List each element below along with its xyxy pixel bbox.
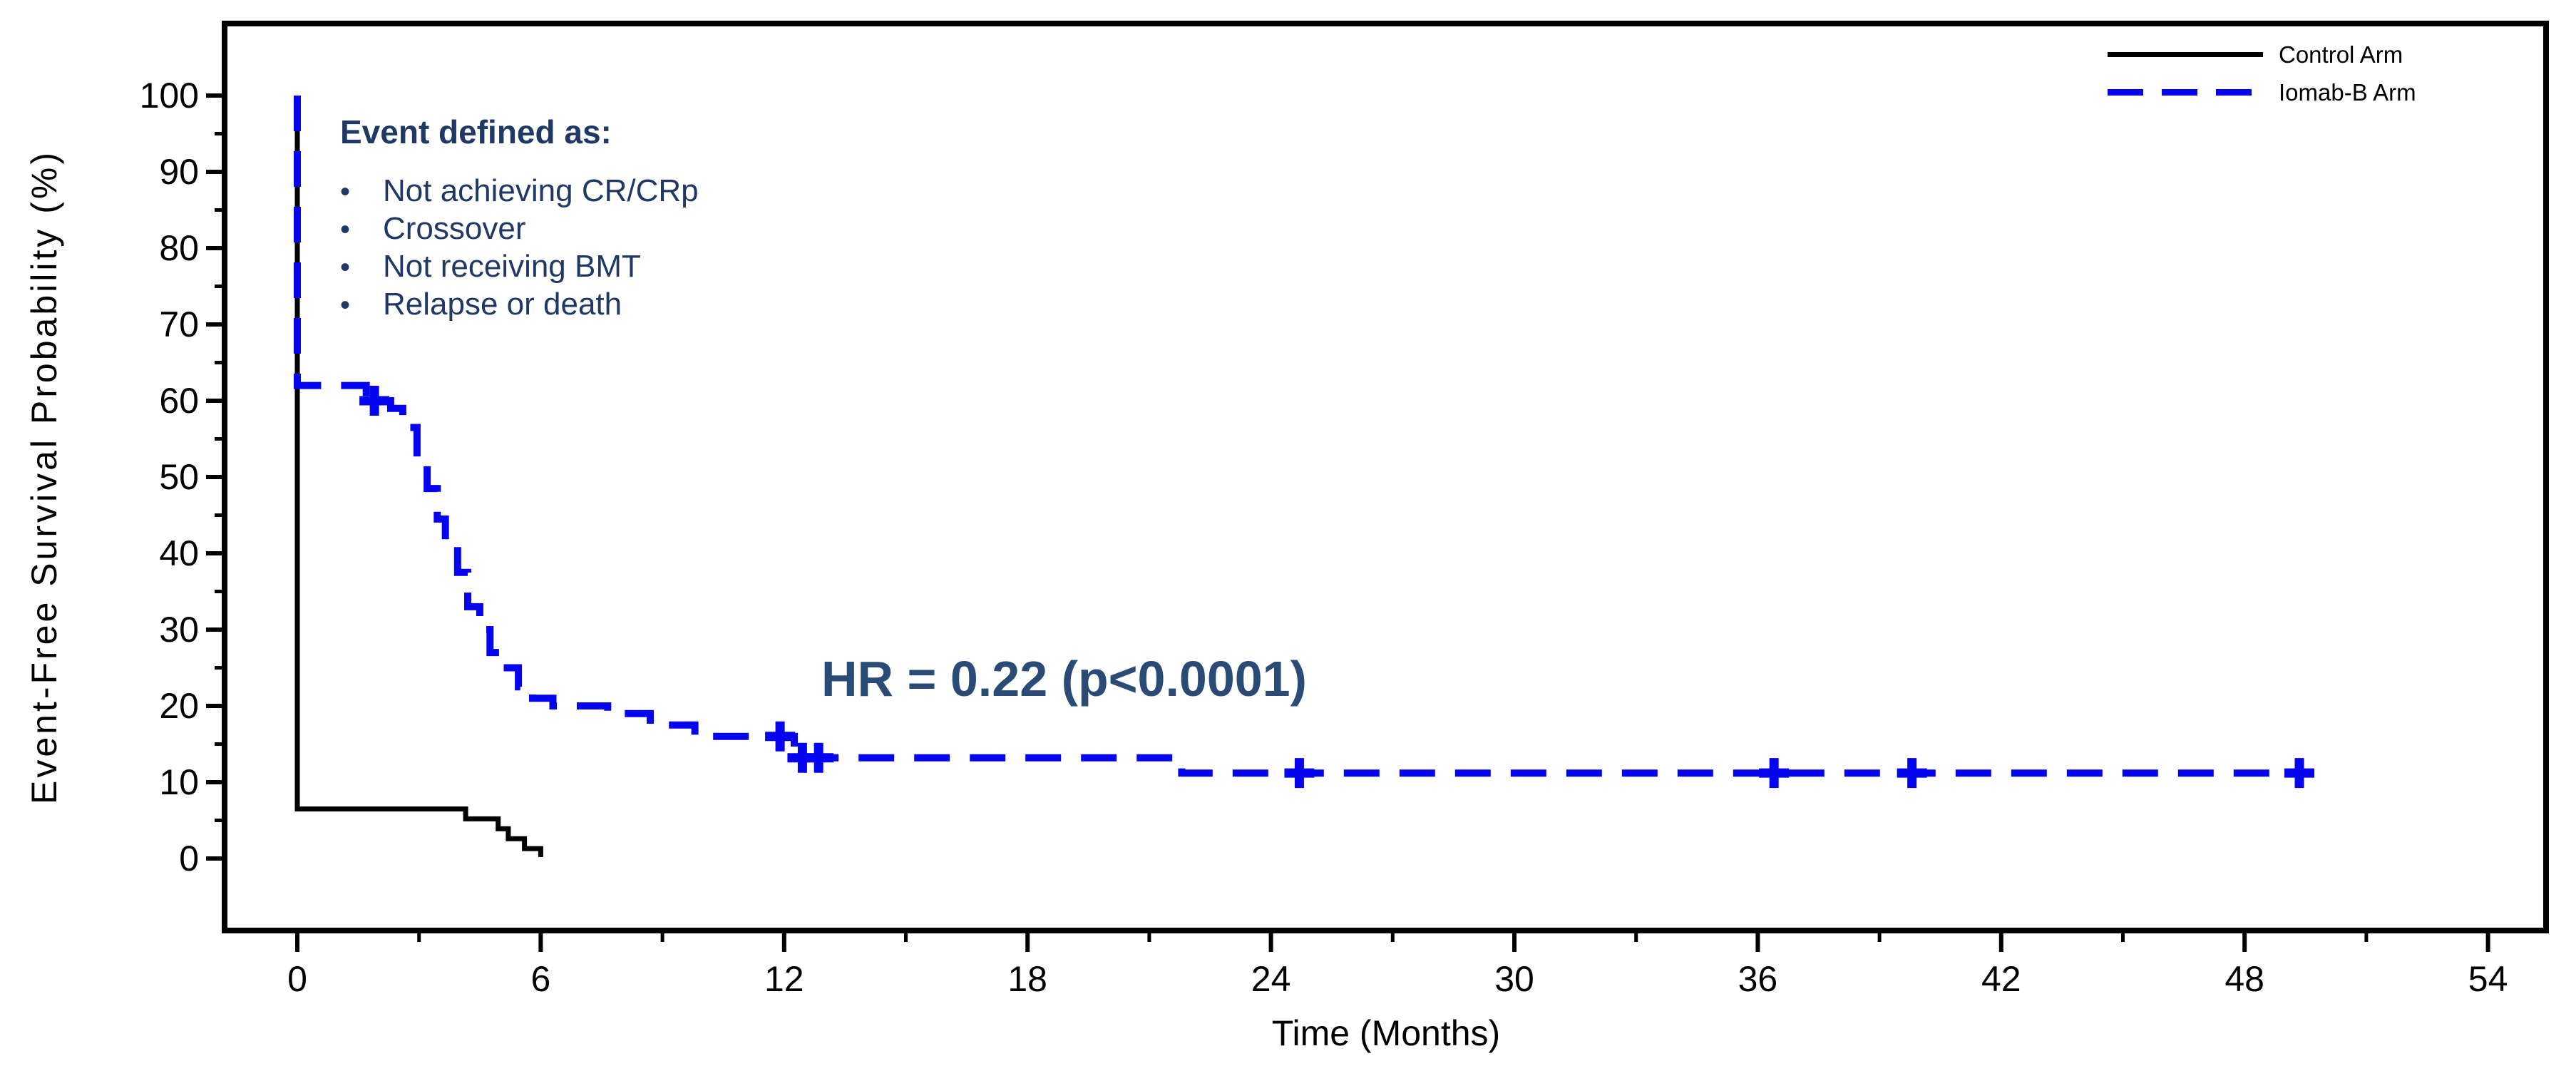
survival-curve-control-arm bbox=[294, 96, 543, 857]
y-tick-label: 0 bbox=[179, 839, 199, 878]
list-item: • Relapse or death bbox=[340, 286, 699, 324]
event-definition-list: • Not achieving CR/CRp • Crossover • Not… bbox=[340, 173, 699, 324]
legend-item-control: Control Arm bbox=[2108, 36, 2416, 73]
y-axis-title: Event-Free Survival Probability (%) bbox=[24, 149, 64, 805]
list-item-label: Relapse or death bbox=[383, 287, 622, 322]
legend-label: Control Arm bbox=[2279, 41, 2403, 68]
x-axis-title: Time (Months) bbox=[1271, 1013, 1501, 1053]
censor-plus-icon bbox=[1759, 758, 1790, 789]
event-definition-note: Event defined as: • Not achieving CR/CRp… bbox=[340, 113, 699, 324]
x-tick-label: 36 bbox=[1738, 959, 1778, 999]
y-tick-label: 40 bbox=[159, 533, 199, 573]
y-tick-label: 50 bbox=[159, 457, 199, 497]
censor-plus-icon bbox=[765, 721, 796, 752]
y-tick-label: 80 bbox=[159, 228, 199, 268]
y-tick-label: 60 bbox=[159, 381, 199, 421]
y-tick-label: 10 bbox=[159, 762, 199, 802]
legend: Control Arm Iomab-B Arm bbox=[2108, 36, 2416, 111]
list-item-label: Crossover bbox=[383, 211, 526, 246]
y-tick-label: 70 bbox=[159, 304, 199, 344]
bullet-icon: • bbox=[340, 252, 351, 283]
censor-plus-icon bbox=[359, 386, 390, 416]
x-tick-label: 48 bbox=[2225, 959, 2264, 999]
list-item: • Crossover bbox=[340, 210, 699, 248]
censor-plus-icon bbox=[804, 742, 834, 773]
x-tick-label: 18 bbox=[1007, 959, 1047, 999]
bullet-icon: • bbox=[340, 289, 351, 321]
legend-label: Iomab-B Arm bbox=[2279, 78, 2416, 106]
bullet-icon: • bbox=[340, 176, 351, 207]
legend-line-dashed-icon bbox=[2108, 89, 2263, 96]
censor-plus-icon bbox=[1897, 758, 1927, 789]
hazard-ratio-annotation: HR = 0.22 (p<0.0001) bbox=[821, 651, 1307, 707]
x-tick-label: 30 bbox=[1494, 959, 1534, 999]
y-tick-label: 100 bbox=[140, 76, 199, 116]
censor-plus-icon bbox=[2284, 758, 2315, 789]
censor-plus-icon bbox=[1284, 758, 1315, 789]
bullet-icon: • bbox=[340, 214, 351, 245]
x-tick-label: 24 bbox=[1251, 959, 1291, 999]
list-item-label: Not receiving BMT bbox=[383, 249, 641, 284]
legend-item-iomab: Iomab-B Arm bbox=[2108, 73, 2416, 111]
x-tick-label: 0 bbox=[287, 959, 307, 999]
y-tick-label: 20 bbox=[159, 686, 199, 726]
y-tick-label: 30 bbox=[159, 610, 199, 650]
list-item: • Not achieving CR/CRp bbox=[340, 173, 699, 210]
y-tick-label: 90 bbox=[159, 152, 199, 192]
list-item-label: Not achieving CR/CRp bbox=[383, 173, 699, 208]
legend-line-solid-icon bbox=[2108, 52, 2263, 57]
x-tick-label: 42 bbox=[1981, 959, 2021, 999]
list-item: • Not receiving BMT bbox=[340, 248, 699, 286]
x-tick-label: 54 bbox=[2468, 959, 2508, 999]
event-definition-heading: Event defined as: bbox=[340, 113, 612, 150]
x-tick-label: 12 bbox=[764, 959, 804, 999]
x-tick-label: 6 bbox=[530, 959, 550, 999]
